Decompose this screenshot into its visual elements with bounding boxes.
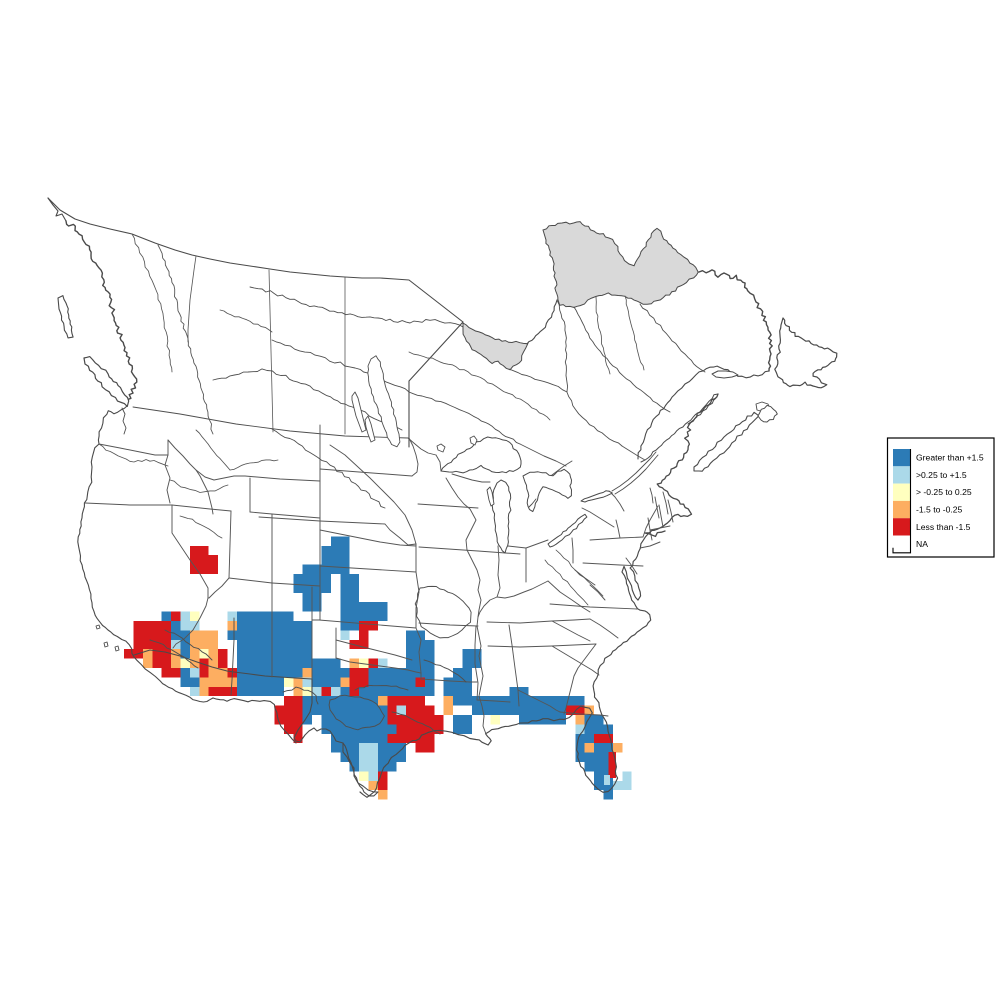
svg-text:> -0.25 to 0.25: > -0.25 to 0.25 [916, 487, 972, 497]
svg-text:NA: NA [916, 539, 928, 549]
svg-text:Less than -1.5: Less than -1.5 [916, 522, 971, 532]
svg-text:-1.5 to -0.25: -1.5 to -0.25 [916, 505, 963, 515]
svg-text:>0.25 to +1.5: >0.25 to +1.5 [916, 470, 967, 480]
svg-text:Greater than +1.5: Greater than +1.5 [916, 453, 984, 463]
